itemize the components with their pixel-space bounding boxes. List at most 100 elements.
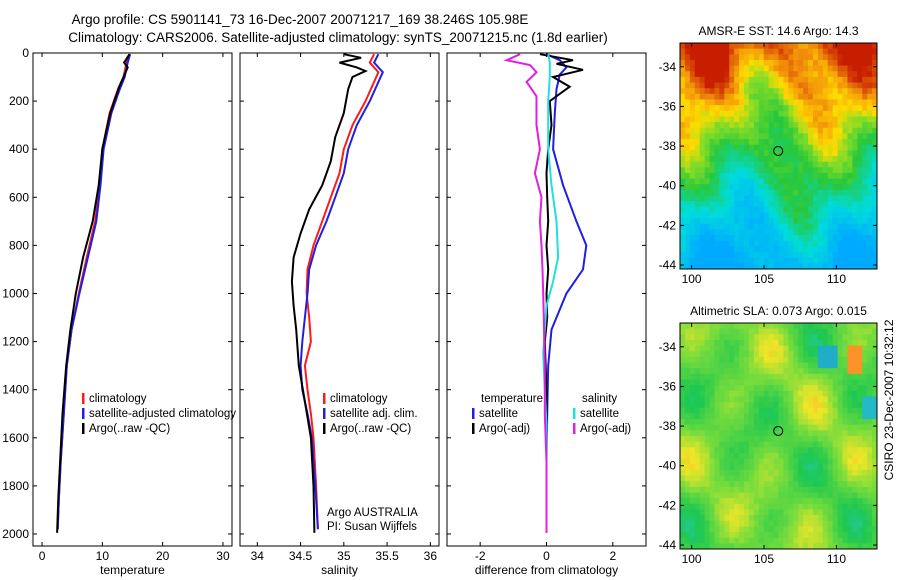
map-cell [724, 127, 730, 134]
map-cell [842, 240, 848, 247]
map-cell [763, 71, 770, 78]
map-cell [719, 430, 725, 437]
map-cell [753, 413, 760, 420]
map-cell [704, 385, 711, 392]
y-tick-label: -34 [659, 60, 677, 74]
map-cell [719, 206, 725, 213]
map-cell [748, 526, 755, 533]
map-cell [684, 150, 691, 157]
map-cell [739, 515, 745, 522]
map-cell [808, 373, 814, 380]
map-cell [798, 201, 804, 208]
map-cell [744, 54, 750, 61]
map-cell [862, 167, 868, 174]
series-group [290, 53, 384, 533]
map-cell [729, 223, 735, 230]
map-cell [714, 441, 720, 448]
map-cell [812, 532, 819, 539]
map-cell [729, 345, 735, 352]
map-cell [684, 178, 691, 185]
map-cell [837, 351, 844, 358]
map-cell [768, 235, 775, 242]
map-cell [699, 189, 706, 197]
map-cell [867, 413, 873, 420]
map-cell [699, 390, 706, 397]
map-cell [680, 379, 686, 386]
map-cell [847, 469, 853, 477]
map-cell [778, 430, 784, 437]
map-cell [832, 402, 839, 409]
map-cell [689, 323, 696, 330]
map-cell [680, 82, 686, 89]
map-cell [798, 218, 804, 225]
map-cell [793, 430, 799, 437]
map-cell [852, 407, 858, 414]
map-cell [748, 362, 755, 369]
map-cell [684, 93, 691, 100]
map-cell [857, 229, 863, 236]
map-cell [773, 452, 779, 460]
map-cell [808, 206, 814, 213]
map-cell [852, 356, 858, 364]
map-cell [773, 43, 779, 50]
map-cell [837, 105, 844, 112]
map-cell [699, 99, 706, 106]
map-cell [699, 139, 706, 146]
map-cell [768, 167, 775, 174]
map-cell [773, 323, 779, 330]
map-cell [719, 328, 725, 335]
map-cell [699, 156, 706, 163]
map-cell [837, 339, 844, 347]
map-cell [808, 498, 814, 505]
map-cell [837, 122, 844, 129]
map-cell [744, 229, 750, 236]
map-cell [852, 328, 858, 335]
map-cell [803, 105, 809, 112]
map-cell [739, 385, 745, 392]
map-cell [817, 240, 824, 247]
map-cell [744, 93, 750, 100]
map-cell [827, 492, 834, 499]
map-cell [689, 127, 696, 134]
map-cell [817, 385, 824, 392]
map-cell [842, 373, 848, 380]
map-cell [803, 59, 809, 67]
map-cell [739, 447, 745, 454]
map-cell [719, 373, 725, 380]
map-cell [847, 235, 853, 242]
map-cell [734, 116, 740, 123]
map-cell [842, 362, 848, 369]
map-cell [867, 189, 873, 197]
map-cell [753, 441, 760, 448]
map-cell [827, 252, 834, 259]
map-cell [763, 263, 770, 270]
map-cell [739, 110, 745, 117]
map-cell [788, 88, 794, 95]
map-cell [862, 402, 868, 409]
map-cell [763, 368, 770, 375]
map-cell [744, 447, 750, 454]
map-cell [724, 390, 730, 397]
map-cell [847, 503, 853, 510]
map-cell [788, 167, 794, 174]
map-cell [739, 178, 745, 185]
map-cell [832, 334, 839, 341]
map-cell [719, 441, 725, 448]
map-cell [832, 390, 839, 397]
map-cell [699, 503, 706, 510]
map-cell [822, 189, 829, 197]
map-cell [847, 396, 853, 403]
map-cell [739, 93, 745, 100]
map-cell [852, 184, 858, 191]
map-cell [817, 475, 824, 482]
map-cell [837, 116, 844, 123]
map-cell [714, 458, 720, 465]
map-cell [729, 339, 735, 347]
map-cell [689, 105, 696, 112]
map-cell [822, 464, 829, 471]
map-cell [739, 413, 745, 420]
map-cell [817, 178, 824, 185]
map-cell [793, 218, 799, 225]
map-cell [680, 452, 686, 460]
map-cell [783, 452, 789, 460]
